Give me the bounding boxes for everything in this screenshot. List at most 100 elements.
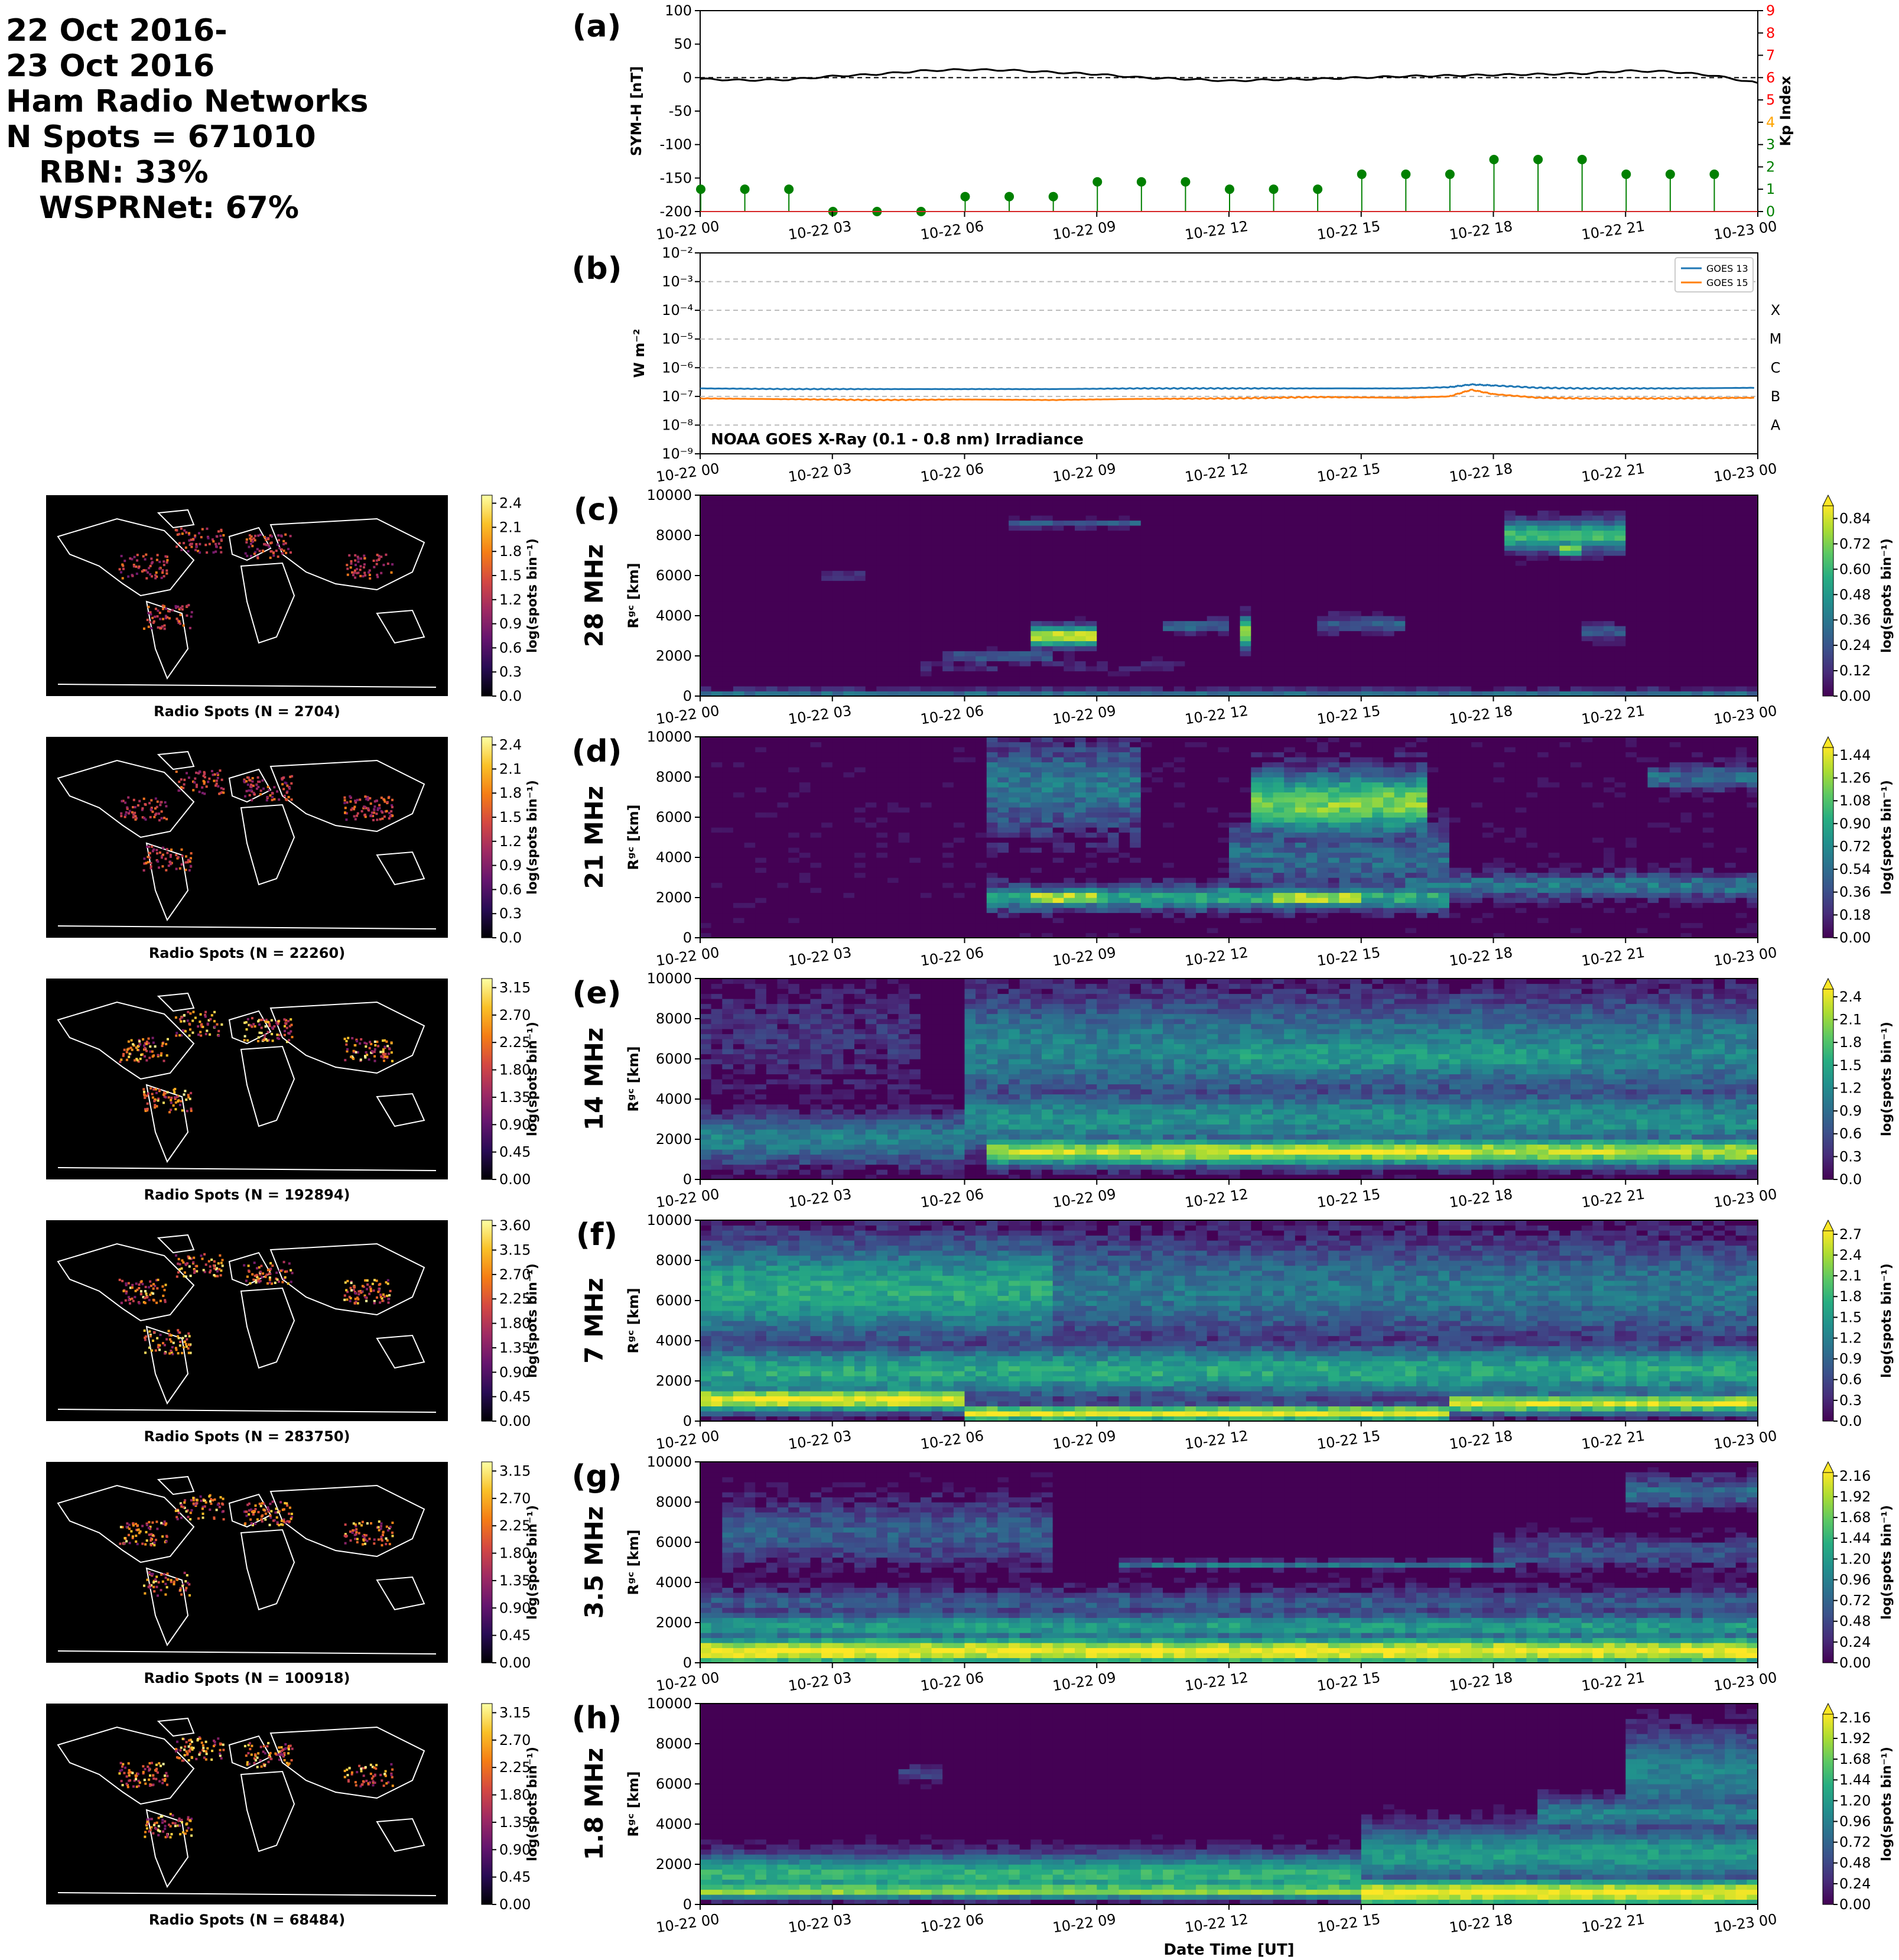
heatmap-cell <box>1449 606 1461 611</box>
spot-dot <box>213 551 215 554</box>
heatmap-cell <box>1086 551 1097 556</box>
heatmap-cell <box>1604 521 1615 526</box>
heatmap-cell <box>1119 626 1130 631</box>
heatmap-cell <box>997 646 1009 651</box>
heatmap-cell <box>1030 606 1042 611</box>
heatmap-cell <box>733 888 744 893</box>
heatmap-cell <box>811 631 822 636</box>
heatmap-cell <box>744 626 756 631</box>
spot-dot <box>187 550 190 552</box>
heatmap-cell <box>1494 656 1505 661</box>
heatmap-cell <box>1317 495 1328 500</box>
heatmap-cell <box>1030 565 1042 571</box>
heatmap-cell <box>1713 545 1725 551</box>
heatmap-cell <box>1328 541 1339 546</box>
heatmap-cell <box>1427 495 1439 500</box>
heatmap-cell <box>1306 686 1318 691</box>
heatmap-cell <box>1141 661 1152 667</box>
x-tick-label: 10-22 00 <box>655 218 721 243</box>
spot-dot <box>155 849 158 851</box>
heatmap-cell <box>1086 676 1097 681</box>
heatmap-cell <box>1559 531 1570 536</box>
heatmap-cell <box>921 616 932 621</box>
heatmap-cell <box>1196 515 1207 521</box>
heatmap-cell <box>1141 656 1152 661</box>
heatmap-cell <box>811 596 822 601</box>
heatmap-cell <box>876 511 887 516</box>
spot-dot <box>207 537 210 539</box>
heatmap-cell <box>1526 535 1537 541</box>
heatmap-cell <box>1592 681 1604 687</box>
spot-dot <box>277 555 279 558</box>
heatmap-cell <box>1549 611 1560 616</box>
heatmap-cell <box>1196 525 1207 531</box>
heatmap-cell <box>1625 611 1637 616</box>
heatmap-cell <box>997 565 1009 571</box>
heatmap-cell <box>1438 631 1449 636</box>
heatmap-cell <box>843 586 854 591</box>
heatmap-cell <box>1659 495 1670 500</box>
spot-dot <box>177 534 179 536</box>
kp-tick-label: 0 <box>1766 203 1775 220</box>
heatmap-cell <box>1713 656 1725 661</box>
heatmap-cell <box>1185 500 1196 506</box>
heatmap-cell <box>733 777 744 782</box>
heatmap-cell <box>1141 621 1152 626</box>
heatmap-cell <box>766 515 778 521</box>
heatmap-cell <box>942 661 954 667</box>
heatmap-cell <box>1461 495 1472 500</box>
spot-dot <box>367 808 369 810</box>
spot-dot <box>359 798 361 801</box>
heatmap-cell <box>1482 661 1494 667</box>
heatmap-cell <box>733 676 744 681</box>
heatmap-cell <box>1670 616 1681 621</box>
heatmap-cell <box>1394 601 1406 606</box>
heatmap-cell <box>1229 586 1240 591</box>
heatmap-cell <box>833 576 844 581</box>
spot-dot <box>168 861 171 863</box>
heatmap-cell <box>1251 541 1262 546</box>
panel-label-d: (d) <box>572 734 622 769</box>
heatmap-cell <box>700 742 711 747</box>
heatmap-cell <box>1383 666 1394 671</box>
heatmap-cell <box>733 863 744 868</box>
y-tick-label: 10⁻⁴ <box>662 302 693 318</box>
heatmap-cell <box>821 656 833 661</box>
heatmap-cell <box>1108 576 1119 581</box>
heatmap-cell <box>1747 651 1758 656</box>
heatmap-cell <box>843 606 854 611</box>
heatmap-cell <box>1592 601 1604 606</box>
heatmap-cell <box>1559 676 1570 681</box>
heatmap-cell <box>1427 621 1439 626</box>
heatmap-cell <box>899 676 910 681</box>
heatmap-cell <box>975 576 987 581</box>
heatmap-cell <box>1570 581 1582 586</box>
heatmap-cell <box>833 531 844 536</box>
heatmap-cell <box>833 686 844 691</box>
heatmap-cell <box>700 515 711 521</box>
heatmap-cell <box>1570 531 1582 536</box>
heatmap-cell <box>833 571 844 576</box>
heatmap-cell <box>1284 500 1295 506</box>
spot-dot <box>178 542 181 544</box>
heatmap-cell <box>1670 545 1681 551</box>
heatmap-cell <box>1504 671 1516 677</box>
heatmap-cell <box>1240 656 1251 661</box>
heatmap-cell <box>1394 565 1406 571</box>
spot-dot <box>206 785 208 788</box>
heatmap-cell <box>1592 611 1604 616</box>
heatmap-cell <box>1306 596 1318 601</box>
heatmap-cell <box>1152 586 1163 591</box>
heatmap-cell <box>997 661 1009 667</box>
heatmap-cell <box>1582 616 1593 621</box>
heatmap-cell <box>1494 545 1505 551</box>
heatmap-cell <box>1516 555 1527 561</box>
heatmap-cell <box>1042 656 1053 661</box>
heatmap-cell <box>1427 641 1439 646</box>
heatmap-cell <box>1559 545 1570 551</box>
heatmap-cell <box>899 596 910 601</box>
heatmap-cell <box>1526 646 1537 651</box>
heatmap-cell <box>1394 586 1406 591</box>
x-tick-label: 10-22 09 <box>1052 703 1117 728</box>
heatmap-cell <box>1570 676 1582 681</box>
